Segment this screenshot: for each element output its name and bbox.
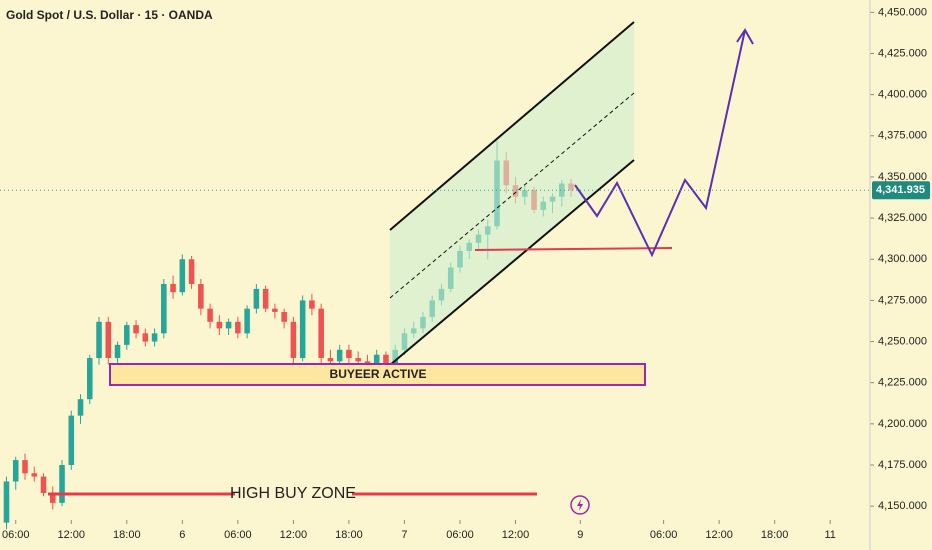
candle-body bbox=[207, 308, 213, 322]
y-tick-label: 4,275.000 bbox=[878, 294, 927, 306]
candle-body bbox=[373, 354, 380, 367]
x-tick-label: 18:00 bbox=[113, 529, 141, 541]
candle-body bbox=[281, 311, 287, 322]
candle-body bbox=[151, 333, 158, 342]
candle-body bbox=[235, 321, 241, 334]
x-tick-label: 06:00 bbox=[650, 529, 678, 541]
candle-body bbox=[225, 321, 232, 329]
y-tick-label: 4,300.000 bbox=[878, 253, 927, 265]
candle-body bbox=[161, 283, 167, 334]
candle-body bbox=[105, 321, 112, 359]
candle-body bbox=[179, 259, 186, 293]
candle-body bbox=[327, 358, 334, 362]
candle-body bbox=[336, 349, 343, 362]
candle-body bbox=[253, 288, 260, 309]
x-tick-label: 6 bbox=[179, 529, 185, 541]
candle-body bbox=[68, 415, 75, 466]
x-tick-label: 7 bbox=[401, 529, 407, 541]
candle-body bbox=[77, 399, 84, 416]
channel-fill bbox=[390, 22, 634, 365]
candle-body bbox=[142, 333, 149, 342]
last-price-label: 4,341.935 bbox=[876, 184, 925, 196]
candle-body bbox=[216, 321, 223, 329]
candle-body bbox=[87, 358, 93, 400]
event-icon[interactable] bbox=[570, 495, 590, 515]
candle-body bbox=[262, 288, 269, 309]
candle-body bbox=[114, 344, 121, 359]
x-tick-label: 9 bbox=[577, 529, 583, 541]
candle-body bbox=[346, 349, 352, 359]
y-tick-label: 4,450.000 bbox=[878, 6, 927, 18]
candle-body bbox=[355, 358, 361, 362]
projection-arrow bbox=[736, 28, 754, 45]
event-icon-bolt bbox=[577, 499, 583, 511]
candle-body bbox=[198, 283, 204, 309]
y-tick-label: 4,425.000 bbox=[878, 47, 927, 59]
candle-body bbox=[59, 465, 65, 503]
candle-body bbox=[40, 476, 47, 494]
candle-body bbox=[22, 460, 28, 474]
buyer-zone-label: BUYEER ACTIVE bbox=[330, 367, 427, 381]
candle-body bbox=[170, 283, 176, 293]
projection-path bbox=[574, 29, 746, 258]
y-tick-label: 4,400.000 bbox=[878, 89, 927, 101]
x-tick-label: 18:00 bbox=[761, 529, 789, 541]
candle-body bbox=[244, 308, 250, 334]
x-tick-label: 06:00 bbox=[2, 529, 30, 541]
candle-body bbox=[309, 300, 315, 309]
x-tick-label: 06:00 bbox=[224, 529, 252, 541]
y-tick-label: 4,175.000 bbox=[878, 459, 927, 471]
chart-title: Gold Spot / U.S. Dollar · 15 · OANDA bbox=[6, 8, 213, 22]
y-tick-label: 4,225.000 bbox=[878, 377, 927, 389]
support-line bbox=[474, 247, 673, 251]
y-tick-label: 4,200.000 bbox=[878, 418, 927, 430]
candle-body bbox=[188, 259, 195, 284]
candle-body bbox=[383, 354, 389, 372]
x-tick-label: 12:00 bbox=[705, 529, 733, 541]
x-tick-label: 06:00 bbox=[446, 529, 474, 541]
candle-body bbox=[124, 325, 130, 345]
candle-body bbox=[272, 308, 278, 312]
candle-body bbox=[299, 300, 306, 359]
channel-lower bbox=[389, 159, 635, 366]
y-tick-label: 4,150.000 bbox=[878, 500, 927, 512]
last-price-box bbox=[872, 181, 930, 200]
candle-body bbox=[49, 493, 56, 503]
x-tick-label: 18:00 bbox=[335, 529, 363, 541]
candle-body bbox=[12, 460, 19, 482]
buy-zone-label: HIGH BUY ZONE bbox=[230, 485, 356, 502]
candle-body bbox=[96, 321, 102, 359]
candle-body bbox=[290, 321, 297, 359]
buyer-zone-box bbox=[109, 363, 646, 386]
channel-upper bbox=[389, 21, 635, 231]
y-tick-label: 4,325.000 bbox=[878, 212, 927, 224]
y-tick-label: 4,350.000 bbox=[878, 171, 927, 183]
x-tick-label: 12:00 bbox=[502, 529, 530, 541]
x-tick-label: 12:00 bbox=[58, 529, 86, 541]
candle-body bbox=[318, 308, 324, 359]
x-tick-label: 11 bbox=[824, 529, 835, 541]
x-tick-label: 12:00 bbox=[280, 529, 308, 541]
candle-body bbox=[133, 325, 139, 334]
candle-body bbox=[31, 473, 38, 477]
y-tick-label: 4,250.000 bbox=[878, 335, 927, 347]
candle-body bbox=[3, 481, 10, 523]
y-tick-label: 4,375.000 bbox=[878, 130, 927, 142]
